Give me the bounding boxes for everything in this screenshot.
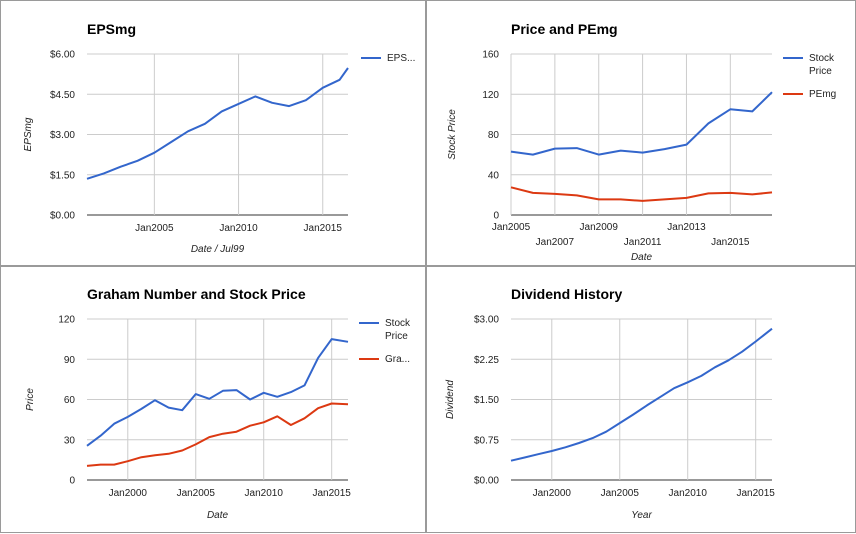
y-tick-label: 160 [482, 50, 499, 61]
y-tick-label: $3.00 [474, 315, 499, 326]
y-tick-label: $3.00 [50, 130, 75, 141]
y-tick-label: 0 [493, 211, 499, 222]
chart-title: EPSmg [87, 21, 136, 37]
x-tick-label: Jan2005 [135, 223, 174, 234]
y-tick-label: 0 [69, 476, 75, 487]
x-tick-label: Jan2011 [624, 237, 662, 248]
x-tick-label: Jan2010 [669, 488, 708, 499]
x-axis-label: Year [631, 510, 652, 521]
series-line [510, 186, 773, 202]
legend-label: Stock [385, 318, 411, 329]
x-tick-label: Jan2015 [711, 237, 750, 248]
y-tick-label: 90 [64, 355, 76, 366]
y-tick-label: $1.50 [50, 170, 75, 181]
chart-panel-price-pemg: Price and PEmg 0 40 80 120 160 Jan2005 Jan2007 J… [426, 0, 856, 266]
legend-label: EPS... [387, 53, 415, 64]
x-tick-label: Jan2005 [601, 488, 640, 499]
chart-title: Price and PEmg [511, 21, 618, 37]
legend-label: Price [809, 66, 832, 77]
chart-panel-dividend: Dividend History $0.00 $0.75 $1.50 $2.25 $3.0… [426, 266, 856, 533]
x-tick-label: Jan2000 [533, 488, 572, 499]
chart-title: Graham Number and Stock Price [87, 286, 306, 302]
y-tick-label: 80 [488, 130, 500, 141]
x-axis-label: Date [631, 252, 653, 263]
y-tick-label: $1.50 [474, 395, 499, 406]
chart-title: Dividend History [511, 286, 622, 302]
series-line [510, 327, 773, 462]
legend-label: Gra... [385, 354, 410, 365]
y-tick-label: 120 [58, 315, 75, 326]
chart-price-pemg: Price and PEmg 0 40 80 120 160 Jan2005 Jan2007 J… [447, 21, 836, 263]
chart-dividend: Dividend History $0.00 $0.75 $1.50 $2.25 $3.0… [445, 286, 776, 521]
x-tick-label: Jan2010 [219, 223, 258, 234]
x-tick-label: Jan2005 [177, 488, 216, 499]
y-axis-label: Stock Price [447, 109, 458, 160]
y-tick-label: $0.00 [50, 211, 75, 222]
x-tick-label: Jan2009 [580, 222, 619, 233]
series-line [86, 67, 349, 180]
chart-panel-graham: Graham Number and Stock Price 0 30 60 90 120 J… [0, 266, 426, 533]
x-tick-label: Jan2005 [492, 222, 531, 233]
chart-graham: Graham Number and Stock Price 0 30 60 90 120 J… [25, 286, 411, 521]
x-axis-label: Date [207, 510, 229, 521]
y-axis-label: Dividend [445, 380, 456, 419]
y-axis-label: Price [25, 388, 36, 411]
series-line [86, 402, 349, 467]
y-tick-label: 120 [482, 90, 499, 101]
y-tick-label: $0.00 [474, 476, 499, 487]
x-tick-label: Jan2010 [245, 488, 284, 499]
x-tick-label: Jan2013 [667, 222, 706, 233]
x-axis-label: Date / Jul99 [191, 244, 245, 255]
x-tick-label: Jan2007 [536, 237, 575, 248]
y-tick-label: $0.75 [474, 435, 499, 446]
chart-epsmg: EPSmg $0.00 $1.50 $3.00 $4.50 $6.00 Jan2005 Jan… [23, 21, 415, 255]
x-tick-label: Jan2015 [304, 223, 343, 234]
series-line [510, 91, 773, 156]
y-tick-label: $4.50 [50, 90, 75, 101]
y-tick-label: 60 [64, 395, 76, 406]
chart-panel-epsmg: EPSmg $0.00 $1.50 $3.00 $4.50 $6.00 Jan2005 Jan… [0, 0, 426, 266]
y-tick-label: 30 [64, 435, 76, 446]
series-line [86, 338, 349, 447]
x-tick-label: Jan2015 [737, 488, 776, 499]
legend-label: Price [385, 331, 408, 342]
legend-label: PEmg [809, 89, 836, 100]
y-tick-label: $2.25 [474, 355, 499, 366]
y-tick-label: 40 [488, 170, 500, 181]
legend-label: Stock [809, 53, 835, 64]
y-tick-label: $6.00 [50, 50, 75, 61]
x-tick-label: Jan2015 [313, 488, 352, 499]
y-axis-label: EPSmg [23, 117, 34, 151]
x-tick-label: Jan2000 [109, 488, 148, 499]
